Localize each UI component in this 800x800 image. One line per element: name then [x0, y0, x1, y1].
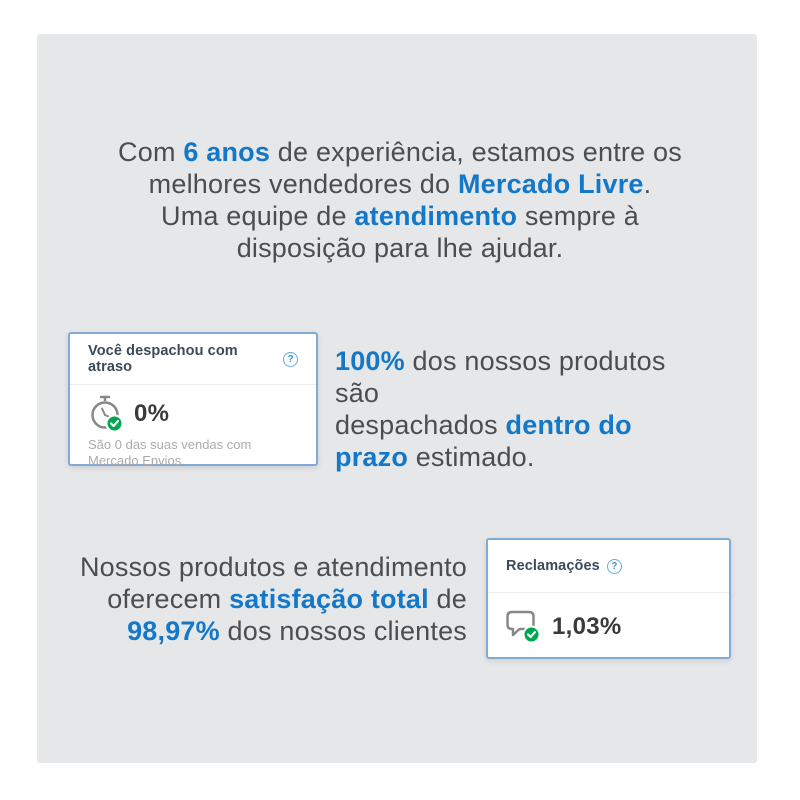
shipping-stat-text: 100% dos nossos produtos são despachados…	[335, 345, 680, 473]
question-circle-icon[interactable]: ?	[606, 558, 622, 574]
highlight-text: 6 anos	[183, 137, 271, 167]
claims-card: Reclamações ? 1,03%	[486, 538, 731, 659]
highlight-text: Mercado Livre	[457, 169, 644, 199]
shipping-text-line-3: prazo estimado.	[335, 442, 535, 472]
claims-card-header: Reclamações ?	[488, 540, 729, 593]
headline-line-3: Uma equipe de atendimento sempre à	[161, 201, 639, 231]
shipping-text-line-2: despachados dentro do	[335, 410, 632, 440]
claims-rate-value: 1,03%	[552, 613, 622, 640]
satisfaction-stat-text: Nossos produtos e atendimento oferecem s…	[67, 551, 467, 647]
shipping-card-header: Você despachou com atraso ?	[70, 334, 316, 385]
stopwatch-check-icon	[85, 394, 125, 434]
highlight-text: atendimento	[354, 201, 518, 231]
headline-line-4: disposição para lhe ajudar.	[236, 233, 564, 263]
highlight-text: dentro do	[505, 410, 632, 440]
headline-line-1: Com 6 anos de experiência, estamos entre…	[118, 137, 682, 167]
shipping-status-card: Você despachou com atraso ? 0% São 0 das…	[68, 332, 318, 468]
shipping-card-title: Você despachou com atraso	[88, 343, 238, 375]
highlight-text: satisfação total	[229, 584, 429, 614]
shipping-text-line-1: 100% dos nossos produtos são	[335, 346, 666, 408]
claims-text-line-2: oferecem satisfação total de	[107, 584, 467, 614]
late-shipment-value: 0%	[134, 400, 170, 427]
question-circle-icon[interactable]: ?	[283, 351, 298, 367]
highlight-text: prazo	[335, 442, 409, 472]
claims-metric-row: 1,03%	[488, 593, 729, 646]
claims-text-line-1: Nossos produtos e atendimento	[79, 552, 467, 582]
headline-line-2: melhores vendedores do Mercado Livre.	[148, 169, 652, 199]
shipping-card-caption: São 0 das suas vendas com Mercado Envios	[88, 437, 252, 468]
chat-bubble-check-icon	[503, 608, 543, 646]
highlight-text: 100%	[335, 346, 405, 376]
claims-text-line-3: 98,97% dos nossos clientes	[127, 616, 467, 646]
headline: Com 6 anos de experiência, estamos entre…	[60, 136, 740, 264]
highlight-text: 98,97%	[127, 616, 220, 646]
claims-card-title: Reclamações	[506, 558, 600, 574]
shipping-metric-row: 0%	[70, 385, 316, 434]
